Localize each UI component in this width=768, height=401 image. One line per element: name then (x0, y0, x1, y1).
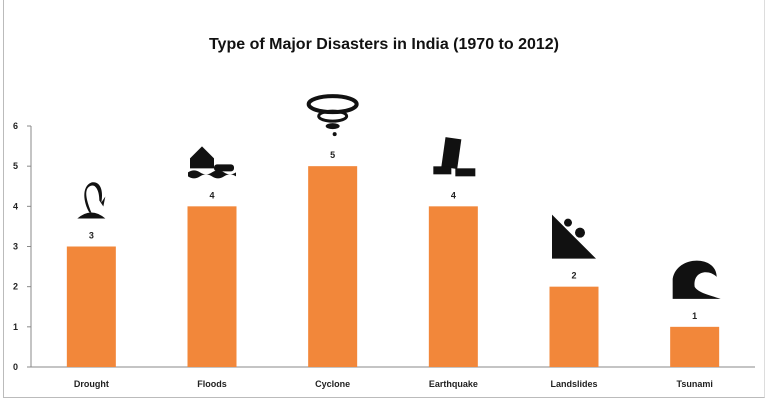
data-label: 3 (89, 231, 94, 241)
bar-tsunami (670, 326, 720, 367)
bar-cyclone (308, 166, 358, 367)
cyclone-icon (306, 94, 359, 137)
y-tick-label: 2 (13, 282, 18, 292)
bar-earthquake (428, 206, 478, 367)
y-tick-label: 0 (13, 362, 18, 372)
x-tick-label: Earthquake (429, 379, 478, 389)
y-tick-label: 5 (13, 161, 18, 171)
x-tick-label: Tsunami (676, 379, 712, 389)
x-tick-label: Landslides (550, 379, 597, 389)
drought-icon (77, 182, 106, 219)
flood-icon (188, 146, 236, 179)
bar-floods (187, 206, 237, 367)
y-tick-label: 4 (13, 201, 18, 211)
earthquake-icon (433, 137, 476, 177)
data-label: 4 (209, 190, 214, 200)
data-label: 2 (571, 271, 576, 281)
chart-title: Type of Major Disasters in India (1970 t… (208, 36, 560, 53)
data-label: 5 (330, 150, 335, 160)
x-tick-label: Floods (197, 379, 227, 389)
chart-frame (3, 0, 765, 398)
tsunami-icon (672, 260, 721, 299)
x-tick-label: Cyclone (315, 379, 350, 389)
data-label: 1 (692, 311, 697, 321)
y-tick-label: 6 (13, 121, 18, 131)
y-tick-label: 1 (13, 322, 18, 332)
bar-landslides (549, 286, 599, 367)
y-tick-label: 3 (13, 242, 18, 252)
x-tick-label: Drought (74, 379, 109, 389)
bar-drought (66, 246, 116, 367)
data-label: 4 (451, 190, 456, 200)
landslide-icon (552, 214, 596, 259)
